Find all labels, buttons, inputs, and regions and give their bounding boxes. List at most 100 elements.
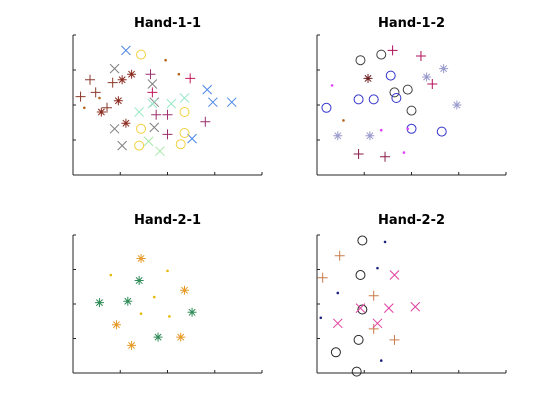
series-s1 xyxy=(355,49,417,116)
data-point xyxy=(226,97,237,108)
series-s4 xyxy=(387,45,438,89)
data-point xyxy=(208,97,218,108)
data-point xyxy=(75,91,86,102)
series-s3 xyxy=(109,269,171,318)
series-s8 xyxy=(342,119,345,122)
data-point xyxy=(391,93,402,103)
data-point xyxy=(187,307,197,317)
data-point xyxy=(134,140,145,151)
data-point xyxy=(363,73,373,83)
data-point xyxy=(353,334,364,345)
series-s1 xyxy=(330,235,368,377)
data-point xyxy=(342,119,345,122)
data-point xyxy=(166,269,169,273)
data-point xyxy=(179,107,190,117)
series-s2 xyxy=(317,250,400,345)
data-point xyxy=(98,96,101,100)
series-s6 xyxy=(363,73,373,83)
data-point xyxy=(136,49,147,60)
subplot-3: Hand-2-1 xyxy=(72,213,263,374)
data-point xyxy=(355,55,366,66)
data-point xyxy=(380,151,391,162)
data-point xyxy=(147,87,158,98)
data-point xyxy=(385,70,396,81)
data-point xyxy=(162,109,173,120)
data-point xyxy=(127,340,137,350)
data-point xyxy=(90,87,101,98)
data-point xyxy=(365,131,375,141)
data-point xyxy=(155,146,165,157)
data-point xyxy=(353,94,364,105)
data-point xyxy=(149,122,160,133)
subplot-4: Hand-2-2 xyxy=(316,213,507,377)
data-point xyxy=(355,303,366,313)
data-point xyxy=(123,296,133,306)
data-point xyxy=(389,87,400,98)
subplot-title: Hand-1-1 xyxy=(134,16,201,31)
series-s10 xyxy=(147,73,196,98)
data-point xyxy=(180,285,190,295)
series-s5 xyxy=(134,49,190,151)
data-point xyxy=(96,107,106,117)
data-point xyxy=(176,332,186,342)
series-s1 xyxy=(121,45,237,144)
data-point xyxy=(406,127,410,131)
series-s5 xyxy=(353,149,391,162)
data-point xyxy=(162,129,173,140)
series-s3 xyxy=(134,93,190,117)
series-s7 xyxy=(75,74,118,113)
data-point xyxy=(422,72,432,82)
data-point xyxy=(406,105,417,116)
data-point xyxy=(185,73,196,84)
data-point xyxy=(202,84,213,95)
series-s2 xyxy=(321,70,447,137)
data-point xyxy=(376,266,379,270)
data-point xyxy=(177,72,181,76)
data-point xyxy=(321,102,332,113)
subplot-1: Hand-1-1 xyxy=(72,16,263,176)
data-point xyxy=(402,151,406,154)
data-point xyxy=(109,273,113,277)
data-point xyxy=(117,75,127,85)
data-point xyxy=(368,290,379,301)
data-point xyxy=(389,270,400,280)
series-s6 xyxy=(145,69,211,140)
data-point xyxy=(187,133,197,144)
series-s4 xyxy=(319,240,387,362)
data-point xyxy=(109,123,120,134)
subplot-title: Hand-2-1 xyxy=(134,213,201,228)
data-point xyxy=(134,107,145,117)
data-point xyxy=(179,128,190,138)
data-point xyxy=(175,139,186,150)
data-point xyxy=(379,128,383,132)
data-point xyxy=(127,69,137,79)
data-point xyxy=(410,301,421,312)
data-point xyxy=(332,318,343,329)
data-point xyxy=(351,366,362,377)
data-point xyxy=(319,316,323,320)
data-point xyxy=(109,63,120,74)
data-point xyxy=(139,312,143,315)
data-point xyxy=(85,74,96,85)
data-point xyxy=(452,100,462,110)
data-point xyxy=(147,79,158,89)
data-point xyxy=(368,94,379,105)
data-point xyxy=(389,334,400,345)
series-s3 xyxy=(332,270,421,329)
data-point xyxy=(113,96,123,106)
data-point xyxy=(427,79,438,89)
subplot-title: Hand-2-2 xyxy=(378,213,445,228)
series-s1 xyxy=(111,253,190,350)
data-point xyxy=(402,84,413,95)
data-point xyxy=(333,131,343,141)
series-s2 xyxy=(94,276,197,342)
data-point xyxy=(317,272,328,283)
series-s9 xyxy=(83,58,181,110)
data-point xyxy=(355,270,366,281)
data-point xyxy=(164,58,167,62)
subplot-title: Hand-1-2 xyxy=(378,16,445,31)
data-point xyxy=(336,291,340,295)
data-point xyxy=(330,347,341,358)
data-point xyxy=(136,123,147,134)
data-point xyxy=(166,98,177,109)
